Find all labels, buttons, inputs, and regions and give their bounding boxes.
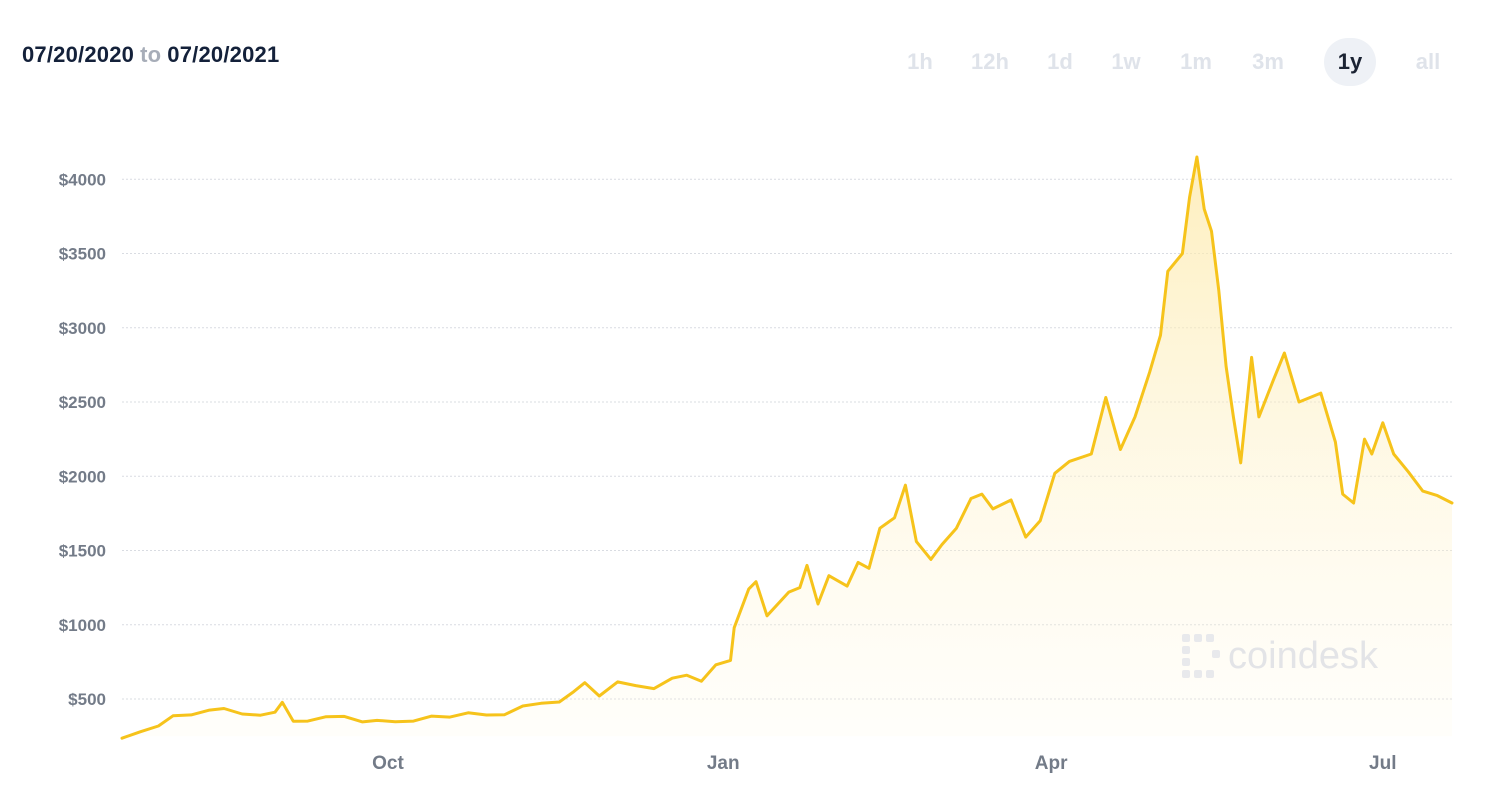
tab-3m[interactable]: 3m <box>1252 49 1284 74</box>
date-range-separator: to <box>140 42 162 67</box>
y-tick-label: $3000 <box>59 319 106 338</box>
date-range: 07/20/2020 to 07/20/2021 <box>22 42 279 68</box>
y-tick-label: $4000 <box>59 170 106 189</box>
y-tick-label: $2500 <box>59 393 106 412</box>
price-line <box>120 155 1454 740</box>
tab-12h[interactable]: 12h <box>971 49 1009 74</box>
tab-1m[interactable]: 1m <box>1180 49 1212 74</box>
x-tick-label: Apr <box>1035 753 1068 774</box>
x-tick-label: Oct <box>372 753 404 774</box>
x-axis: Oct Jan Apr Jul <box>372 753 1396 774</box>
y-tick-label: $500 <box>68 690 106 709</box>
tab-1y[interactable]: 1y <box>1324 38 1376 86</box>
y-tick-label: $2000 <box>59 467 106 486</box>
tab-1d[interactable]: 1d <box>1047 49 1073 74</box>
date-range-start: 07/20/2020 <box>22 42 135 67</box>
y-tick-label: $1000 <box>59 616 106 635</box>
price-area-fill <box>122 157 1452 739</box>
tab-all[interactable]: all <box>1415 49 1441 74</box>
x-tick-label: Jan <box>707 753 740 774</box>
y-axis: $500 $1000 $1500 $2000 $2500 $3000 $3500 $4000 <box>59 170 106 709</box>
coindesk-watermark: coindesk <box>1182 634 1379 678</box>
y-tick-label: $1500 <box>59 542 106 561</box>
tab-1h[interactable]: 1h <box>907 49 933 74</box>
coindesk-watermark-text: coindesk <box>1228 635 1379 677</box>
coindesk-logo-icon <box>1182 634 1220 678</box>
timeframe-tabs: 1h 12h 1d 1w 1m 3m 1y all <box>880 38 1480 86</box>
date-range-end: 07/20/2021 <box>167 42 280 67</box>
x-tick-label: Jul <box>1369 753 1396 774</box>
y-tick-label: $3500 <box>59 245 106 264</box>
tab-1w[interactable]: 1w <box>1111 49 1141 74</box>
